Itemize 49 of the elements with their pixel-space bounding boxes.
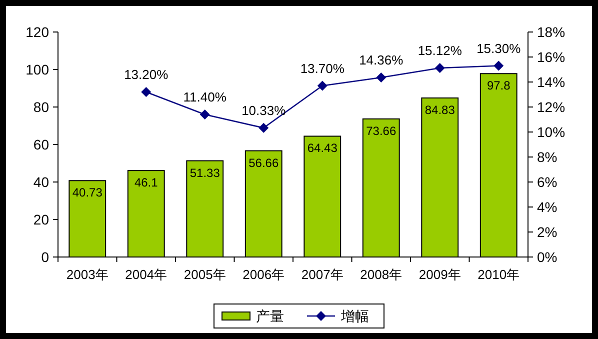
point — [376, 72, 386, 82]
y2-tick-label: 4% — [537, 199, 558, 215]
point — [200, 110, 210, 120]
y-tick-label: 80 — [33, 99, 50, 115]
data-label: 13.20% — [124, 67, 169, 82]
point — [494, 60, 504, 71]
y2-tick-label: 12% — [537, 99, 566, 115]
x-tick-label: 2006年 — [242, 267, 285, 282]
y2-tick-label: 18% — [537, 24, 566, 40]
y-tick-label: 40 — [33, 174, 50, 190]
x-tick-label: 2010年 — [478, 267, 520, 282]
y2-tick-label: 10% — [537, 124, 566, 140]
y-tick-label: 0 — [41, 249, 50, 265]
data-label: 56.66 — [248, 156, 279, 170]
x-tick-label: 2004年 — [125, 267, 168, 282]
x-tick-label: 2009年 — [418, 267, 461, 282]
data-label: 40.73 — [72, 186, 103, 200]
y2-tick-label: 2% — [537, 224, 558, 240]
point — [434, 63, 445, 73]
data-label: 46.1 — [134, 176, 158, 190]
y2-tick-label: 6% — [537, 174, 558, 190]
x-tick-label: 2008年 — [360, 267, 402, 282]
data-label: 84.83 — [424, 102, 456, 117]
legend-label: 产量 — [256, 308, 284, 324]
data-label: 73.66 — [366, 124, 396, 138]
legend-label: 增幅 — [340, 308, 369, 324]
data-label: 14.36% — [359, 52, 404, 68]
y2-tick-label: 8% — [537, 149, 558, 165]
point — [141, 87, 152, 97]
y2-tick-label: 16% — [537, 49, 566, 65]
y2-tick-label: 0% — [537, 249, 558, 265]
data-label: 11.40% — [183, 90, 227, 104]
y-tick-label: 120 — [26, 24, 50, 40]
y-tick-label: 60 — [33, 136, 50, 152]
data-label: 10.33% — [242, 102, 286, 118]
x-tick-label: 2003年 — [66, 267, 108, 282]
data-label: 13.70% — [300, 60, 345, 76]
data-label: 15.12% — [418, 43, 462, 58]
x-tick-label: 2005年 — [184, 267, 226, 282]
x-tick-label: 2007年 — [301, 267, 344, 282]
y-tick-label: 100 — [26, 62, 50, 78]
data-label: 97.8 — [486, 78, 511, 93]
point — [317, 80, 328, 91]
y-tick-label: 20 — [33, 212, 50, 228]
data-label: 15.30% — [476, 40, 522, 56]
data-label: 64.43 — [307, 141, 338, 156]
data-label: 51.33 — [190, 166, 220, 180]
point — [258, 122, 269, 133]
y2-tick-label: 14% — [537, 74, 566, 90]
